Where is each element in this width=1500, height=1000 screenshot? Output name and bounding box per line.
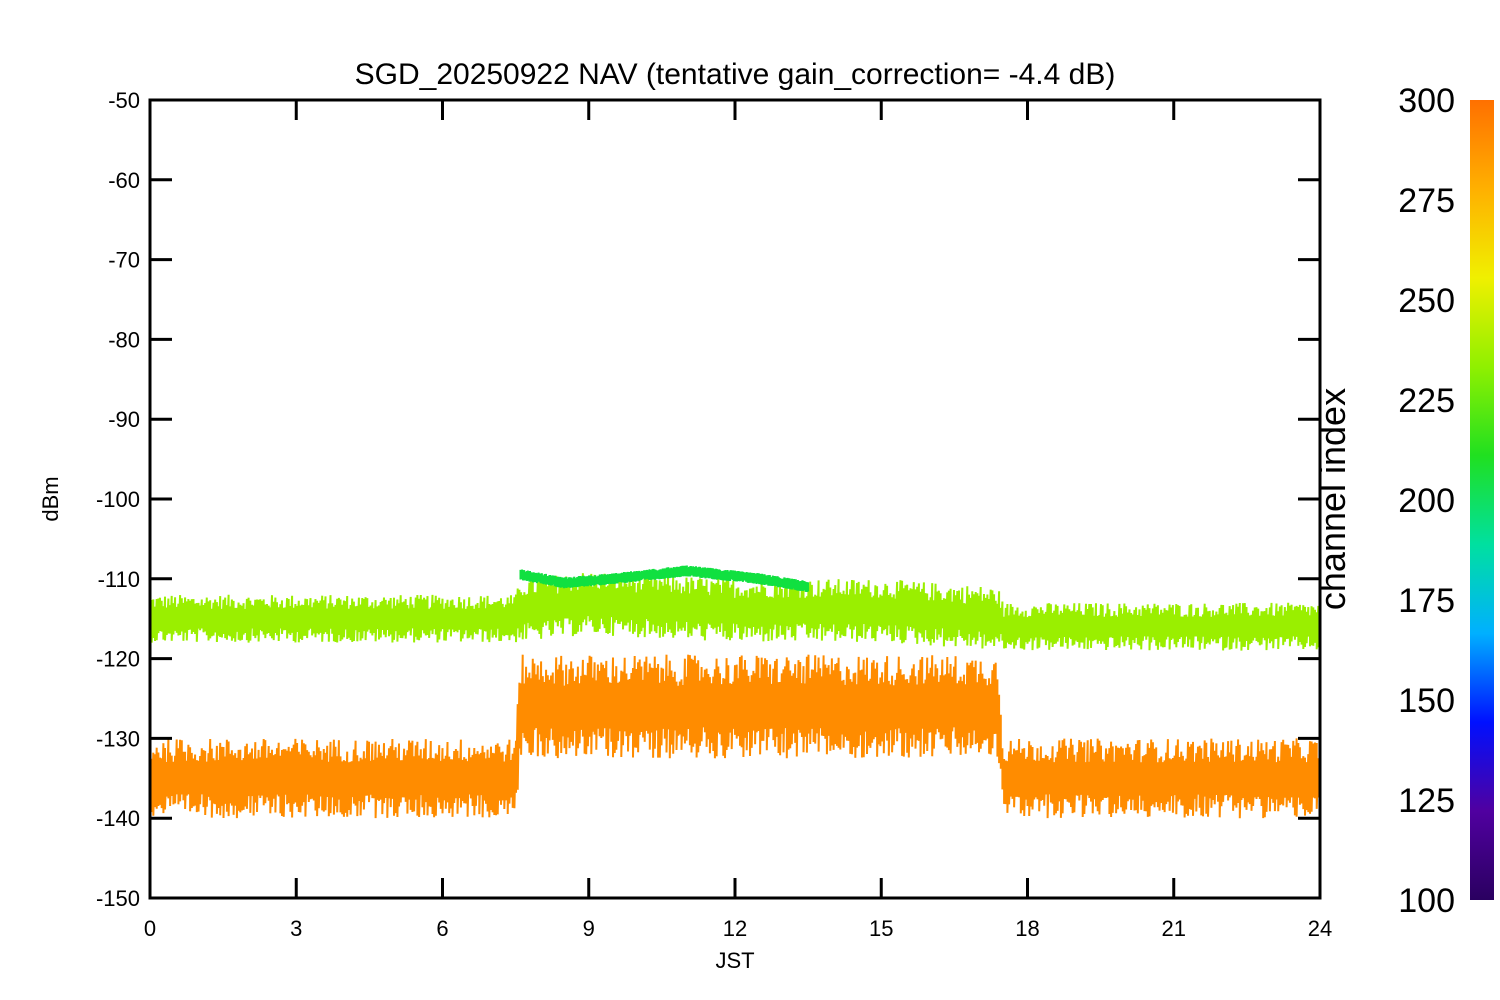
colorbar-tick-label: 200 [1398,482,1455,520]
series-band [519,565,810,593]
y-tick-label: -140 [96,806,140,831]
colorbar-tick-label: 100 [1398,882,1455,920]
colorbar-tick-label: 225 [1398,382,1455,420]
y-tick-label: -120 [96,647,140,672]
y-tick-label: -50 [108,88,140,113]
x-tick-label: 3 [290,916,302,941]
x-tick-label: 18 [1015,916,1039,941]
x-tick-label: 12 [723,916,747,941]
y-tick-label: -70 [108,248,140,273]
x-tick-label: 9 [583,916,595,941]
y-axis-label: dBm [38,476,63,521]
chart-title: SGD_20250922 NAV (tentative gain_correct… [355,58,1116,91]
y-tick-label: -60 [108,168,140,193]
colorbar-tick-label: 125 [1398,782,1455,820]
colorbar-label: channel index [1312,388,1353,610]
y-axis: -50 -60 -70 -80 -90 -100 -110 -120 -130 -140 -150 [96,88,1320,911]
x-axis: 0 3 6 9 12 15 18 21 24 [144,100,1332,941]
x-tick-label: 24 [1308,916,1332,941]
y-tick-label: -80 [108,327,140,352]
colorbar-ticks: 300 275 250 225 200 175 150 125 100 [1398,82,1455,920]
y-tick-label: -110 [98,567,140,592]
colorbar-tick-label: 150 [1398,682,1455,720]
x-tick-label: 0 [144,916,156,941]
series-band [150,573,1320,651]
y-tick-label: -90 [108,407,140,432]
series-band [150,654,1320,819]
colorbar-tick-label: 250 [1398,282,1455,320]
x-tick-label: 21 [1162,916,1186,941]
colorbar-tick-label: 275 [1398,182,1455,220]
x-tick-label: 15 [869,916,893,941]
colorbar [1470,100,1494,900]
y-tick-label: -100 [96,487,140,512]
x-axis-label: JST [715,948,754,973]
y-tick-label: -130 [96,726,140,751]
colorbar-tick-label: 300 [1398,82,1455,120]
x-tick-label: 6 [436,916,448,941]
colorbar-tick-label: 175 [1398,582,1455,620]
y-tick-label: -150 [96,886,140,911]
plot-area [150,565,1320,819]
